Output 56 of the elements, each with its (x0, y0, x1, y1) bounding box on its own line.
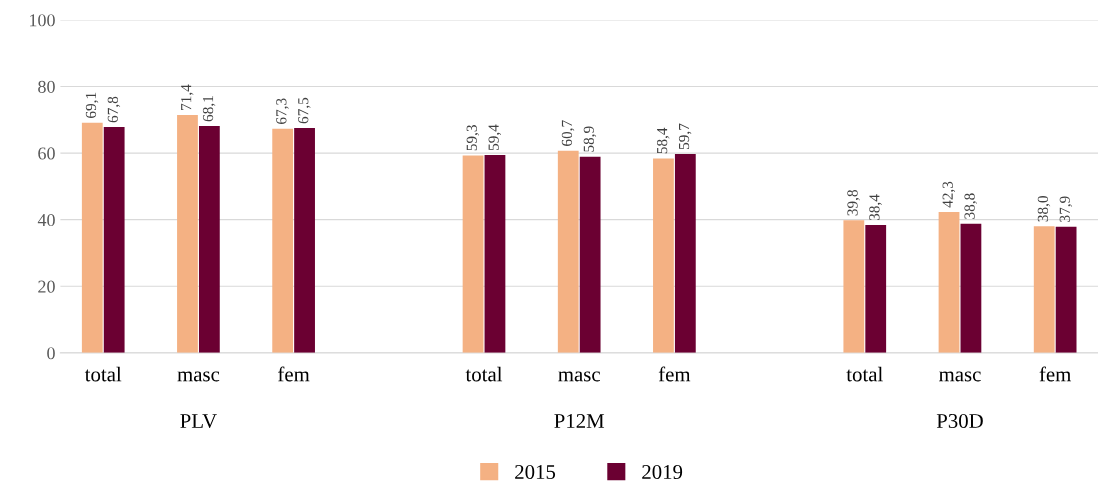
data-label: 59,4 (488, 124, 501, 151)
bar (198, 126, 220, 353)
bar (484, 155, 506, 353)
bar (674, 154, 696, 353)
x-tick-label: masc (939, 371, 981, 382)
y-tick-label: 20 (38, 280, 55, 293)
data-label: 38,8 (964, 193, 977, 219)
x-tick-label: masc (558, 371, 600, 382)
text: P30D (936, 413, 983, 429)
data-label: 60,7 (561, 120, 575, 146)
bar (1055, 226, 1077, 353)
bar (177, 115, 198, 353)
data-label: 58,4 (656, 127, 670, 154)
bar (81, 122, 103, 353)
y-tick-label: 0 (47, 347, 55, 360)
bar (103, 127, 125, 353)
x-tick-label: total (465, 366, 503, 382)
data-label: 67,8 (107, 96, 121, 123)
x-tick-label: masc (177, 371, 220, 382)
data-label: 58,9 (583, 126, 597, 152)
bar (579, 156, 601, 353)
data-label: 38,4 (869, 194, 882, 221)
bar (272, 128, 294, 353)
data-label: 37,9 (1059, 196, 1073, 222)
text: P12M (554, 414, 605, 428)
y-tick-label: 100 (30, 14, 55, 27)
bar (1033, 226, 1055, 353)
bar (557, 150, 579, 353)
data-label: 39,8 (847, 190, 860, 216)
x-tick-label: fem (278, 366, 310, 382)
data-label: 68,1 (202, 96, 216, 122)
x-tick-label: fem (1039, 366, 1072, 382)
data-label: 67,5 (298, 97, 311, 124)
data-label: 59,3 (466, 125, 480, 151)
legend-label: 2015 (515, 464, 556, 479)
data-label: 71,4 (181, 84, 194, 110)
x-tick-label: total (846, 366, 883, 382)
bar (843, 220, 865, 353)
y-tick-label: 40 (37, 213, 55, 227)
text: PLV (180, 414, 217, 429)
bar (462, 155, 484, 353)
x-tick-label: total (84, 366, 122, 382)
bar (960, 223, 982, 353)
y-tick-label: 60 (38, 147, 55, 160)
y-tick-label: 80 (38, 80, 55, 93)
data-label: 59,7 (678, 123, 692, 150)
x-tick-label: fem (658, 366, 691, 382)
bar (865, 225, 887, 353)
data-label: 38,0 (1037, 196, 1051, 222)
bar (653, 158, 674, 353)
data-label: 69,1 (85, 92, 99, 118)
data-label: 42,3 (942, 181, 956, 208)
legend-label: 2019 (642, 464, 683, 479)
bar (294, 128, 315, 353)
data-label: 67,3 (276, 98, 289, 124)
bar (938, 212, 960, 353)
